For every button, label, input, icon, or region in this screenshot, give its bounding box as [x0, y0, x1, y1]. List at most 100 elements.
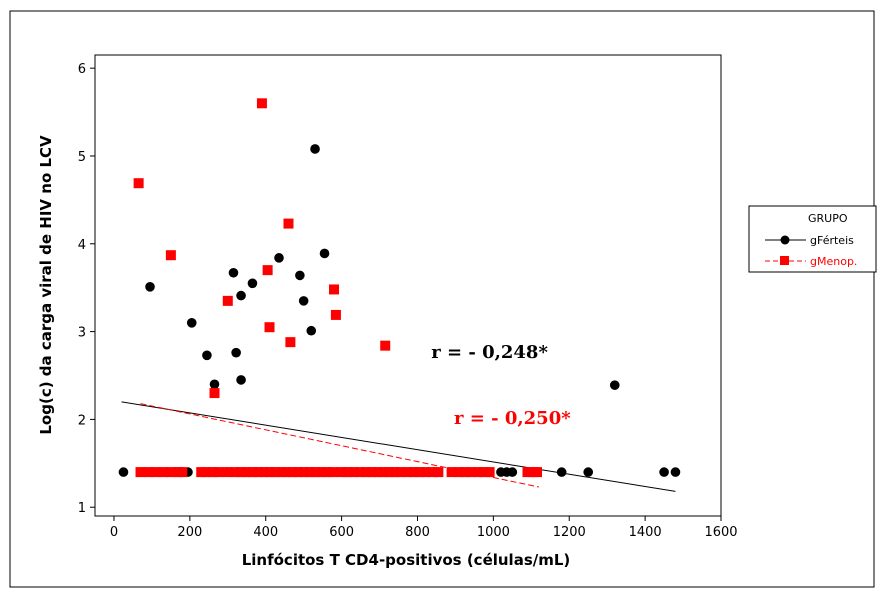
point-gmenop — [427, 467, 438, 478]
point-gmenop — [329, 284, 340, 295]
point-gmenop — [222, 467, 233, 478]
point-gmenop — [408, 467, 419, 478]
x-tick-label: 200 — [177, 525, 202, 540]
point-gferteis — [274, 253, 284, 263]
point-gmenop — [395, 467, 406, 478]
point-gmenop — [201, 467, 212, 478]
point-gmenop — [361, 467, 372, 478]
x-tick-label: 1600 — [704, 525, 737, 540]
y-axis: 1 2 3 4 5 6 — [78, 62, 95, 516]
point-gmenop — [292, 467, 303, 478]
point-gmenop — [165, 250, 176, 261]
point-gmenop — [347, 467, 358, 478]
point-gferteis — [231, 347, 241, 358]
point-gferteis — [247, 278, 258, 289]
point-gmenop — [321, 467, 332, 478]
point-gmenop — [389, 467, 400, 478]
point-gmenop — [213, 467, 224, 478]
point-gferteis — [209, 379, 220, 390]
y-tick-label: 3 — [78, 326, 86, 341]
plot-area-frame — [94, 54, 722, 517]
point-gmenop — [372, 467, 383, 478]
point-gferteis — [236, 375, 246, 385]
y-axis-label: Log(c) da carga viral de HIV no LCV — [37, 135, 55, 435]
point-gmenop — [281, 467, 292, 478]
point-gferteis — [118, 467, 129, 477]
legend-label-gmenop: gMenop. — [810, 255, 857, 268]
trendline-gferteis — [121, 401, 676, 492]
point-gmenop — [230, 467, 241, 478]
point-gferteis — [319, 248, 330, 259]
x-tick-label: 0 — [110, 525, 118, 540]
point-gmenop — [355, 467, 366, 478]
point-gferteis — [670, 467, 681, 477]
point-gmenop — [330, 309, 341, 320]
point-gmenop — [378, 467, 389, 478]
point-gmenop — [207, 467, 218, 478]
point-gmenop — [165, 467, 176, 478]
point-gmenop — [315, 467, 326, 478]
point-gmenop — [522, 467, 533, 478]
x-axis: 0 200 400 600 800 1000 1200 1400 1600 — [110, 516, 738, 540]
data-points — [118, 98, 681, 478]
point-gmenop — [196, 467, 207, 478]
point-gmenop — [478, 467, 489, 478]
y-tick-label: 6 — [78, 62, 86, 77]
point-gferteis — [295, 270, 305, 281]
point-gmenop — [287, 467, 298, 478]
point-gferteis — [186, 318, 197, 328]
point-gmenop — [258, 467, 269, 478]
point-gferteis — [609, 380, 620, 390]
trendline-gmenop — [140, 403, 539, 488]
x-tick-label: 1400 — [629, 525, 662, 540]
point-gmenop — [270, 467, 281, 478]
legend-title: GRUPO — [808, 212, 848, 225]
point-gmenop — [473, 467, 484, 478]
correlation-label: r = - 0,248* — [431, 342, 548, 363]
x-tick-label: 1000 — [477, 525, 510, 540]
point-gmenop — [256, 98, 267, 109]
point-gmenop — [264, 322, 275, 333]
point-gmenop — [465, 467, 476, 478]
point-gferteis — [583, 467, 594, 477]
y-tick-label: 4 — [78, 238, 86, 253]
point-gmenop — [484, 467, 495, 478]
legend-label-gferteis: gFérteis — [810, 234, 854, 247]
point-gmenop — [327, 467, 338, 478]
point-gferteis — [659, 467, 669, 477]
point-gferteis — [556, 467, 567, 477]
point-gmenop — [177, 467, 188, 478]
point-gmenop — [310, 467, 321, 478]
x-axis-label: Linfócitos T CD4-positivos (células/mL) — [242, 551, 571, 569]
point-gmenop — [384, 467, 395, 478]
point-gmenop — [285, 337, 296, 348]
point-gferteis — [202, 350, 212, 361]
y-tick-label: 1 — [78, 501, 86, 516]
point-gmenop — [380, 340, 391, 351]
point-gmenop — [283, 218, 294, 229]
point-gferteis — [306, 325, 317, 336]
point-gmenop — [403, 467, 413, 478]
point-gmenop — [342, 467, 353, 478]
x-tick-label: 800 — [405, 525, 430, 540]
y-tick-label: 5 — [78, 150, 86, 165]
point-gferteis — [145, 282, 155, 292]
y-tick-label: 2 — [78, 413, 86, 428]
point-gmenop — [222, 295, 233, 306]
correlation-label: r = - 0,250* — [454, 408, 571, 429]
point-gferteis — [310, 144, 320, 154]
point-gferteis — [228, 267, 239, 278]
point-gferteis — [298, 296, 309, 306]
point-gmenop — [275, 467, 286, 478]
point-gferteis — [236, 290, 246, 301]
x-tick-label: 1200 — [553, 525, 586, 540]
point-gmenop — [531, 467, 542, 478]
point-gmenop — [336, 467, 347, 478]
point-gmenop — [135, 467, 146, 478]
point-gmenop — [366, 467, 377, 478]
trendlines — [121, 401, 676, 492]
point-gmenop — [150, 467, 161, 478]
legend: GRUPO gFérteis gMenop. — [748, 205, 877, 273]
point-gmenop — [253, 467, 264, 478]
